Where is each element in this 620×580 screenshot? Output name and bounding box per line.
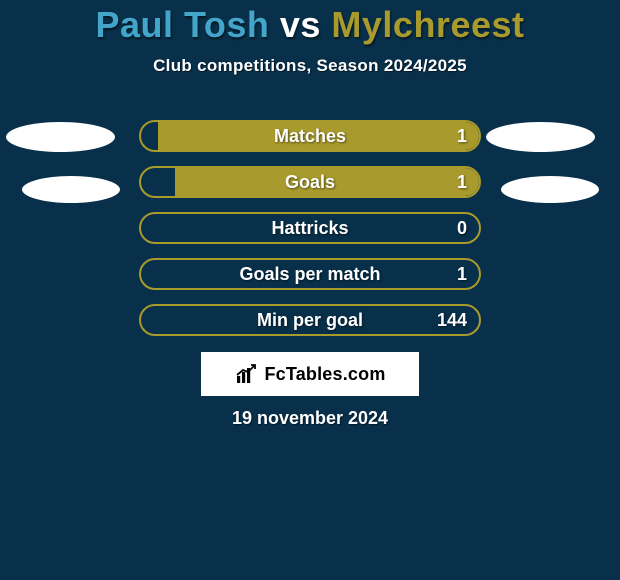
stat-row: Min per goal144 xyxy=(0,304,620,350)
player-marker-left xyxy=(22,176,120,203)
brand-label: FcTables.com xyxy=(264,364,385,385)
stat-bar: Goals per match1 xyxy=(139,258,481,290)
date-label: 19 november 2024 xyxy=(0,408,620,429)
comparison-card: Paul Tosh vs Mylchreest Club competition… xyxy=(0,0,620,580)
stat-label: Goals xyxy=(141,168,479,196)
title-player-2: Mylchreest xyxy=(331,4,524,45)
stat-row: Hattricks0 xyxy=(0,212,620,258)
player-marker-right xyxy=(501,176,599,203)
stat-value-right: 1 xyxy=(457,122,467,150)
stat-label: Min per goal xyxy=(141,306,479,334)
subtitle: Club competitions, Season 2024/2025 xyxy=(0,56,620,76)
stat-label: Hattricks xyxy=(141,214,479,242)
stat-label: Goals per match xyxy=(141,260,479,288)
stat-bar: Min per goal144 xyxy=(139,304,481,336)
player-marker-left xyxy=(6,122,115,152)
stat-row: Goals per match1 xyxy=(0,258,620,304)
title-player-1: Paul Tosh xyxy=(95,4,269,45)
stat-value-right: 1 xyxy=(457,168,467,196)
stat-bar: Matches1 xyxy=(139,120,481,152)
stat-bar: Hattricks0 xyxy=(139,212,481,244)
player-marker-right xyxy=(486,122,595,152)
stat-value-right: 0 xyxy=(457,214,467,242)
brand-badge[interactable]: FcTables.com xyxy=(201,352,419,396)
stat-value-right: 1 xyxy=(457,260,467,288)
stat-label: Matches xyxy=(141,122,479,150)
stat-bar: Goals1 xyxy=(139,166,481,198)
page-title: Paul Tosh vs Mylchreest xyxy=(0,4,620,46)
stat-value-right: 144 xyxy=(437,306,467,334)
title-vs: vs xyxy=(280,4,332,45)
chart-icon xyxy=(234,362,258,386)
